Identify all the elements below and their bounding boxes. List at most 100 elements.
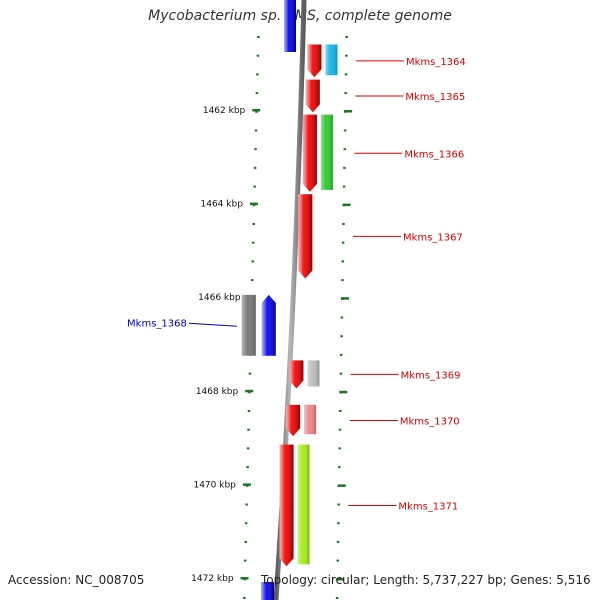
label-leader-line: [188, 322, 237, 327]
ruler-dot-left: [255, 92, 259, 95]
tick-mark-right: [336, 578, 345, 581]
gene-arrow-shade: [279, 444, 294, 567]
gene-labels: Mkms_1364 Mkms_1365 Mkms_1366 Mkms_1367 Mkms…: [127, 57, 466, 513]
ruler-dot-right: [339, 372, 343, 375]
gene-arrow-shade: [261, 294, 276, 356]
ruler-dot-left: [254, 129, 258, 132]
tick-mark: [245, 389, 254, 393]
ruler-dot-right: [343, 166, 346, 169]
gene-label[interactable]: Mkms_1371: [398, 501, 458, 512]
ruler-dot-right: [338, 428, 342, 431]
ruler-dot-right: [344, 92, 347, 95]
ruler-dot-right: [341, 260, 345, 263]
tick-mark: [242, 483, 251, 486]
ruler-dot-right: [342, 223, 345, 225]
accession-text: Accession: NC_008705: [8, 573, 145, 587]
ruler-dot-left: [243, 597, 246, 599]
ruler-dot-left: [247, 410, 251, 412]
ruler-dot-right: [341, 241, 345, 244]
ruler-dot-left: [247, 428, 250, 431]
gene-arrow-shade: [307, 44, 322, 78]
ruler-dot-left: [253, 185, 256, 188]
map-title: Mycobacterium sp. KMS, complete genome: [148, 8, 452, 24]
ruler-dot-right: [341, 279, 344, 282]
ruler-dot-left: [244, 559, 247, 562]
ruler-dot-left: [251, 260, 254, 263]
gene-label[interactable]: Mkms_1364: [406, 57, 466, 68]
ruler-dot-left: [252, 223, 255, 225]
ruler-dot-right: [345, 54, 348, 57]
ruler-dot-right: [343, 148, 346, 151]
tick-mark-right: [344, 110, 353, 113]
ruler-dot-left: [244, 522, 248, 525]
ruler-dot-right: [338, 447, 341, 450]
gene-feature-bar-shade: [325, 44, 338, 76]
ruler-dot-right: [340, 316, 344, 319]
tick-mark-right: [340, 297, 349, 300]
ruler-dot-left: [244, 540, 247, 543]
gene-feature-bar-shade: [297, 444, 310, 565]
gene-features: [241, 44, 338, 567]
gene-arrow-shade: [305, 79, 320, 113]
gene-mkms_1371[interactable]: [279, 444, 310, 567]
tick-mark-right: [342, 203, 351, 207]
gene-mkms_1365[interactable]: [305, 79, 320, 113]
ruler-dot-right: [339, 410, 342, 412]
ruler-dot-left: [246, 447, 250, 450]
ruler-dot-left: [256, 54, 260, 57]
ruler-dot-right: [336, 559, 339, 562]
ruler-dot-right: [337, 503, 340, 506]
tick-label: 1470 kbp: [193, 480, 236, 490]
ruler-dot-left: [254, 148, 257, 151]
gene-label[interactable]: Mkms_1369: [401, 370, 461, 381]
gene-feature-bar-shade: [304, 404, 317, 435]
ruler-dot-right: [343, 129, 347, 132]
ruler-dot-right: [342, 185, 346, 188]
ruler-dot-left: [256, 73, 259, 76]
ruler-dot-right: [335, 597, 339, 599]
gene-label[interactable]: Mkms_1368: [127, 318, 187, 329]
tick-mark-right: [339, 390, 348, 394]
ruler-dot-left: [255, 110, 258, 113]
ruler-dot-left: [253, 166, 257, 169]
tick-mark-right: [337, 484, 346, 487]
tick-label: 1472 kbp: [191, 574, 234, 584]
genome-summary-text: Topology: circular; Length: 5,737,227 bp…: [261, 573, 591, 587]
gene-mkms_1366[interactable]: [302, 114, 333, 192]
gene-arrow-shade: [302, 114, 317, 192]
ruler-dot-right: [345, 36, 348, 38]
gene-feature-bar-shade: [307, 360, 320, 387]
gene-label[interactable]: Mkms_1367: [403, 232, 463, 243]
ruler-dot-left: [257, 36, 260, 38]
ruler-dot-left: [251, 279, 254, 282]
gene-mkms_1367[interactable]: [298, 194, 313, 279]
ruler-dot-right: [337, 522, 340, 525]
gene-arrow-shade: [298, 194, 313, 279]
gene-mkms_1364[interactable]: [307, 44, 338, 78]
gene-feature-bar-shade: [320, 114, 333, 190]
tick-label: 1466 kbp: [198, 293, 241, 303]
gene-label[interactable]: Mkms_1366: [404, 149, 464, 160]
ruler-dot-left: [252, 204, 256, 207]
ruler-dot-left: [251, 241, 255, 244]
gene-label[interactable]: Mkms_1370: [400, 417, 460, 428]
ruler-dot-right: [340, 335, 343, 338]
ruler-dot-left: [245, 503, 248, 506]
gene-mkms_1370[interactable]: [286, 404, 317, 437]
gene-mkms_1368[interactable]: [241, 294, 276, 356]
gene-mkms_1369[interactable]: [289, 360, 320, 389]
tick-mark: [240, 577, 249, 580]
ruler-dot-right: [339, 353, 343, 356]
gene-feature-bar-shade: [241, 294, 256, 356]
tick-label: 1468 kbp: [196, 387, 239, 397]
ruler-dot-right: [338, 466, 341, 469]
gene-arrow-shade: [286, 404, 301, 437]
tick-label: 1462 kbp: [203, 106, 246, 116]
partial-gene-bottom: [261, 582, 274, 600]
gene-label[interactable]: Mkms_1365: [405, 92, 465, 103]
ruler-dot-left: [246, 466, 249, 469]
tick-mark: [249, 202, 258, 206]
ruler-dot-right: [336, 540, 340, 543]
ruler-dot-right: [344, 73, 348, 76]
